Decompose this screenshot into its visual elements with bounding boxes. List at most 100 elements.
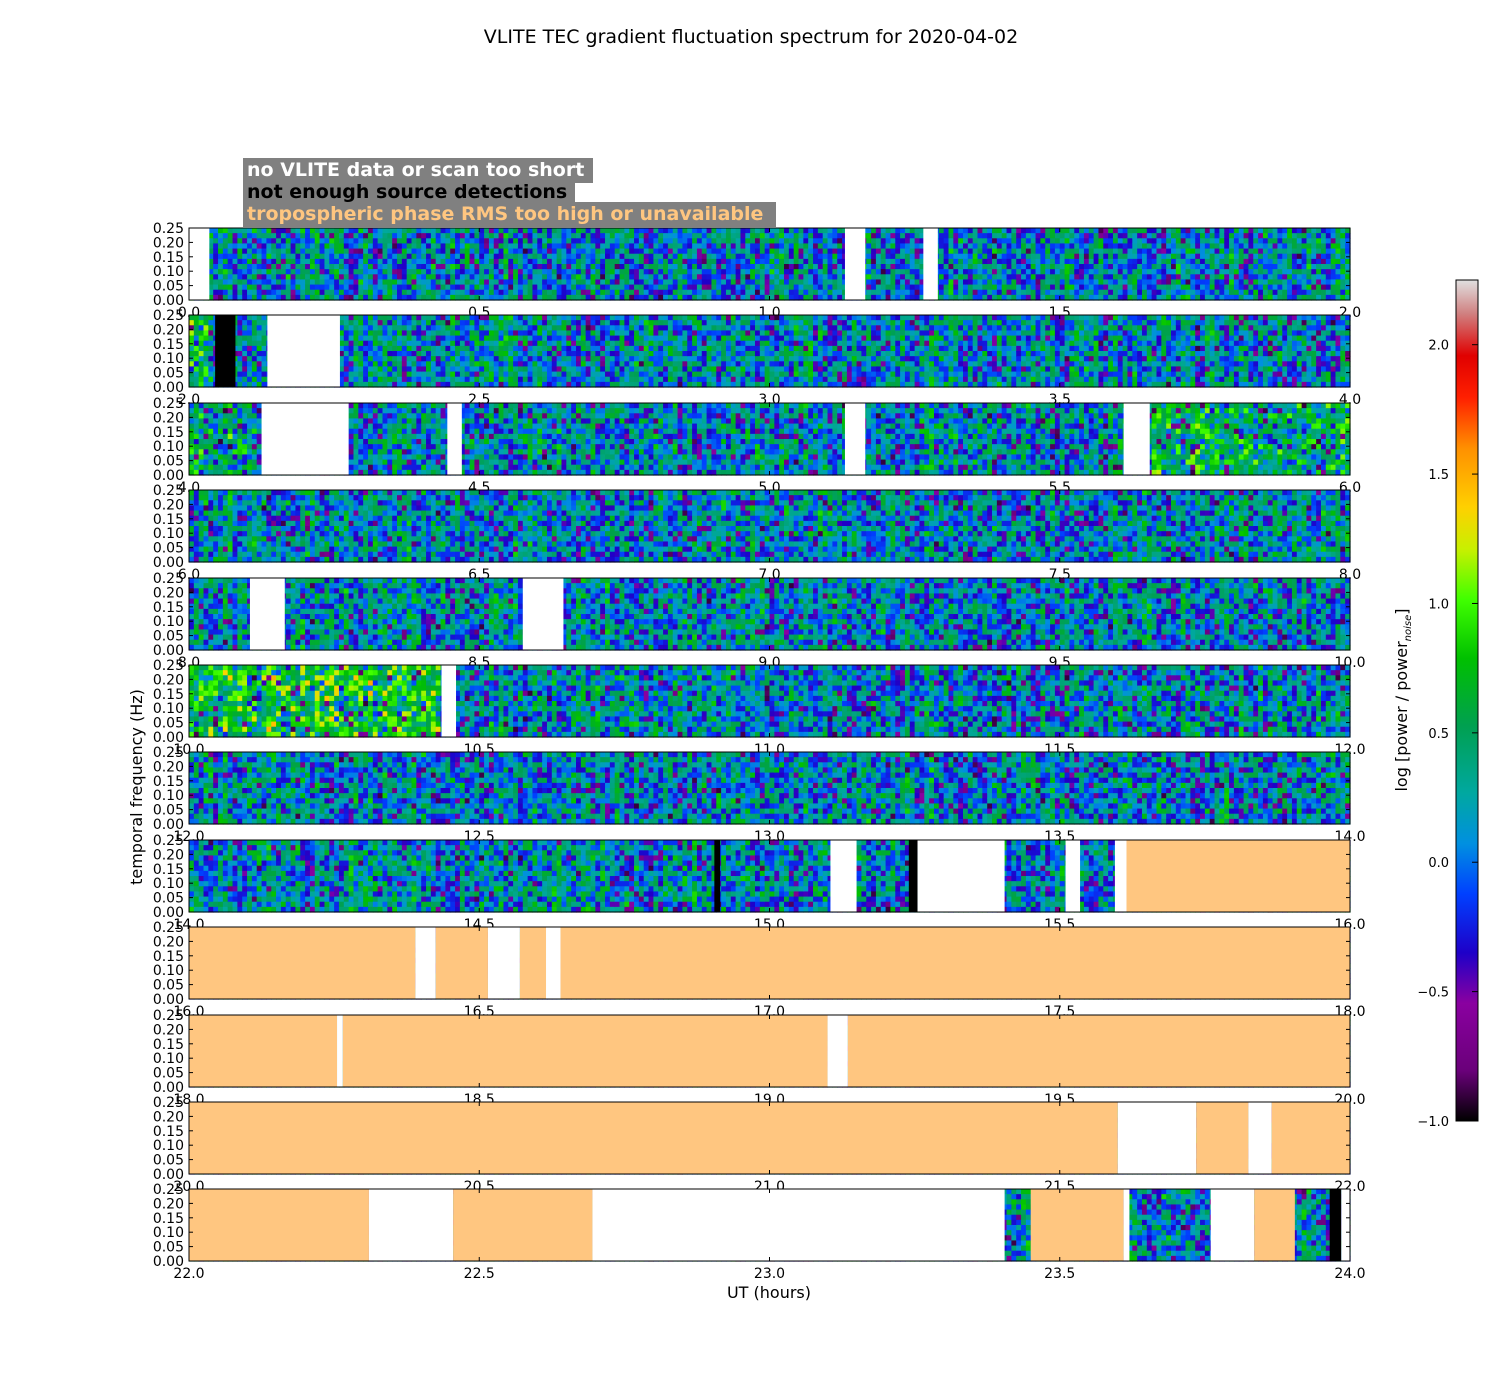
heatmap-cell bbox=[358, 376, 364, 383]
heatmap-cell bbox=[1069, 228, 1075, 234]
heatmap-cell bbox=[643, 356, 650, 362]
heatmap-cell bbox=[721, 320, 727, 326]
heatmap-cell bbox=[421, 381, 427, 388]
heatmap-cell bbox=[1301, 238, 1308, 245]
heatmap-cell bbox=[309, 269, 316, 275]
heatmap-cell bbox=[551, 253, 558, 260]
heatmap-cell bbox=[735, 315, 742, 321]
heatmap-cell bbox=[890, 269, 896, 275]
heatmap-cell bbox=[566, 315, 572, 321]
heatmap-cell bbox=[464, 351, 471, 357]
heatmap-cell bbox=[624, 335, 630, 342]
heatmap-cell bbox=[566, 284, 572, 291]
heatmap-cell bbox=[416, 264, 422, 270]
heatmap-cell bbox=[648, 279, 654, 286]
heatmap-cell bbox=[1054, 228, 1061, 234]
heatmap-cell bbox=[1016, 238, 1022, 245]
heatmap-cell bbox=[455, 351, 461, 357]
heatmap-cell bbox=[1262, 294, 1269, 301]
heatmap-cell bbox=[571, 253, 577, 260]
heatmap-cell bbox=[1093, 264, 1100, 270]
heatmap-cell bbox=[692, 325, 698, 332]
heatmap-cell bbox=[227, 253, 234, 260]
heatmap-cell bbox=[300, 253, 306, 260]
heatmap-cell bbox=[1277, 279, 1283, 286]
heatmap-cell bbox=[619, 238, 625, 245]
heatmap-cell bbox=[576, 381, 582, 388]
heatmap-cell bbox=[397, 356, 403, 362]
heatmap-cell bbox=[338, 248, 345, 255]
heatmap-cell bbox=[387, 335, 393, 342]
heatmap-cell bbox=[401, 320, 408, 326]
heatmap-cell bbox=[721, 335, 727, 342]
heatmap-cell bbox=[948, 264, 954, 270]
heatmap-cell bbox=[338, 371, 345, 378]
heatmap-cell bbox=[992, 269, 998, 275]
heatmap-cell bbox=[445, 253, 451, 260]
heatmap-cell bbox=[256, 315, 263, 321]
heatmap-cell bbox=[619, 335, 625, 342]
heatmap-cell bbox=[1204, 248, 1211, 255]
heatmap-cell bbox=[692, 253, 698, 260]
heatmap-cell bbox=[1248, 294, 1254, 301]
heatmap-cell bbox=[251, 320, 258, 326]
heatmap-cell bbox=[1253, 243, 1259, 250]
heatmap-cell bbox=[1083, 264, 1090, 270]
heatmap-cell bbox=[813, 284, 819, 291]
heatmap-cell bbox=[759, 233, 766, 239]
heatmap-cell bbox=[764, 274, 771, 281]
heatmap-cell bbox=[367, 269, 374, 275]
heatmap-cell bbox=[1108, 294, 1114, 301]
heatmap-cell bbox=[363, 253, 369, 260]
heatmap-cell bbox=[1233, 248, 1240, 255]
heatmap-cell bbox=[488, 284, 495, 291]
heatmap-cell bbox=[566, 289, 572, 296]
heatmap-cell bbox=[372, 330, 379, 337]
heatmap-cell bbox=[609, 345, 616, 352]
heatmap-cell bbox=[580, 274, 587, 281]
heatmap-cell bbox=[687, 366, 693, 373]
heatmap-cell bbox=[363, 315, 369, 321]
heatmap-cell bbox=[938, 264, 945, 270]
heatmap-cell bbox=[430, 264, 437, 270]
heatmap-cell bbox=[440, 351, 446, 357]
heatmap-cell bbox=[1141, 269, 1148, 275]
heatmap-cell bbox=[1277, 243, 1283, 250]
heatmap-cell bbox=[663, 258, 669, 265]
heatmap-cell bbox=[295, 233, 301, 239]
heatmap-cell bbox=[919, 253, 925, 260]
heatmap-cell bbox=[474, 366, 480, 373]
heatmap-cell bbox=[629, 315, 635, 321]
heatmap-cell bbox=[1311, 264, 1317, 270]
heatmap-cell bbox=[469, 269, 476, 275]
heatmap-cell bbox=[958, 243, 964, 250]
heatmap-cell bbox=[338, 264, 345, 270]
heatmap-cell bbox=[377, 315, 384, 321]
heatmap-cell bbox=[566, 253, 572, 260]
heatmap-cell bbox=[1320, 238, 1327, 245]
heatmap-cell bbox=[580, 264, 587, 270]
heatmap-cell bbox=[367, 253, 374, 260]
heatmap-cell bbox=[464, 340, 471, 347]
heatmap-cell bbox=[1146, 274, 1153, 281]
heatmap-cell bbox=[1079, 269, 1085, 275]
heatmap-cell bbox=[430, 274, 437, 281]
heatmap-cell bbox=[1001, 243, 1008, 250]
heatmap-cell bbox=[571, 264, 577, 270]
heatmap-cell bbox=[566, 325, 572, 332]
heatmap-cell bbox=[455, 274, 461, 281]
heatmap-cell bbox=[600, 294, 606, 301]
heatmap-cell bbox=[663, 279, 669, 286]
heatmap-cell bbox=[300, 279, 306, 286]
heatmap-cell bbox=[218, 233, 224, 239]
heatmap-cell bbox=[508, 315, 514, 321]
heatmap-cell bbox=[566, 264, 572, 270]
heatmap-cell bbox=[1074, 248, 1080, 255]
heatmap-cell bbox=[759, 294, 766, 301]
heatmap-cell bbox=[1108, 279, 1114, 286]
heatmap-cell bbox=[430, 320, 437, 326]
heatmap-cell bbox=[1316, 284, 1322, 291]
heatmap-cell bbox=[948, 284, 954, 291]
heatmap-cell bbox=[803, 228, 809, 234]
heatmap-cell bbox=[392, 335, 398, 342]
